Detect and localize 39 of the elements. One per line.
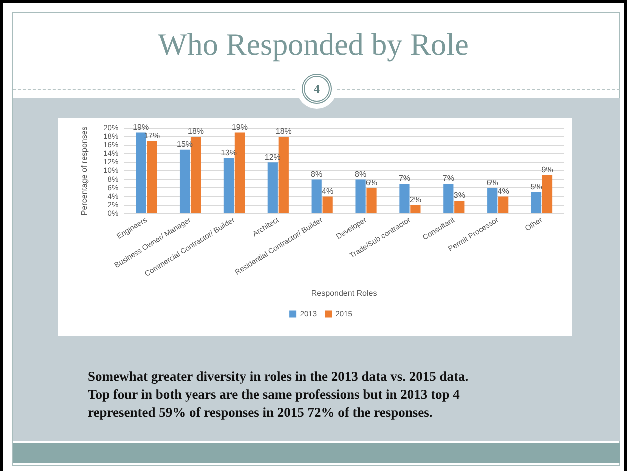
bar <box>278 137 289 214</box>
bar <box>312 180 322 214</box>
bar <box>488 188 498 214</box>
bar <box>224 158 234 214</box>
data-label: 7% <box>398 174 411 184</box>
data-label: 5% <box>530 182 542 192</box>
data-label: 18% <box>188 127 204 136</box>
bar <box>444 184 454 214</box>
chart-title: Who Responded by Role <box>157 27 470 63</box>
data-label: 3% <box>454 191 466 200</box>
data-label: 6% <box>486 178 498 188</box>
bar <box>147 141 158 214</box>
data-label: 2% <box>410 196 422 204</box>
bar <box>268 162 278 214</box>
bar <box>136 132 146 214</box>
text: Somewhat greater diversity in roles in the 2013 data vs. 2015 data. <box>88 368 470 386</box>
bar <box>356 180 366 214</box>
bar <box>410 205 421 214</box>
bar <box>322 196 333 214</box>
bar <box>400 184 410 214</box>
bar <box>531 192 542 214</box>
data-label: 8% <box>311 170 323 179</box>
text: Top four in both years are the same professions but in 2013 top 4 represented 59% of responses in 2015 72% of the responses. <box>88 386 461 422</box>
data-label: 8% <box>355 170 367 179</box>
data-label: 4% <box>322 186 334 196</box>
data-label: 9% <box>542 166 554 175</box>
data-label: 4% <box>498 186 510 196</box>
bar <box>542 175 553 214</box>
data-label: 18% <box>276 127 292 136</box>
data-label: 19% <box>232 122 248 132</box>
data-label: 19% <box>133 122 150 132</box>
bar <box>366 188 377 214</box>
data-label: 6% <box>366 178 378 188</box>
data-label: 7% <box>442 174 454 184</box>
bar <box>180 150 190 214</box>
bar <box>498 196 509 214</box>
x-axis-title: Respondent Roles <box>311 288 378 298</box>
y-axis-title: Percentage of responses <box>80 126 90 216</box>
bar <box>454 201 465 214</box>
